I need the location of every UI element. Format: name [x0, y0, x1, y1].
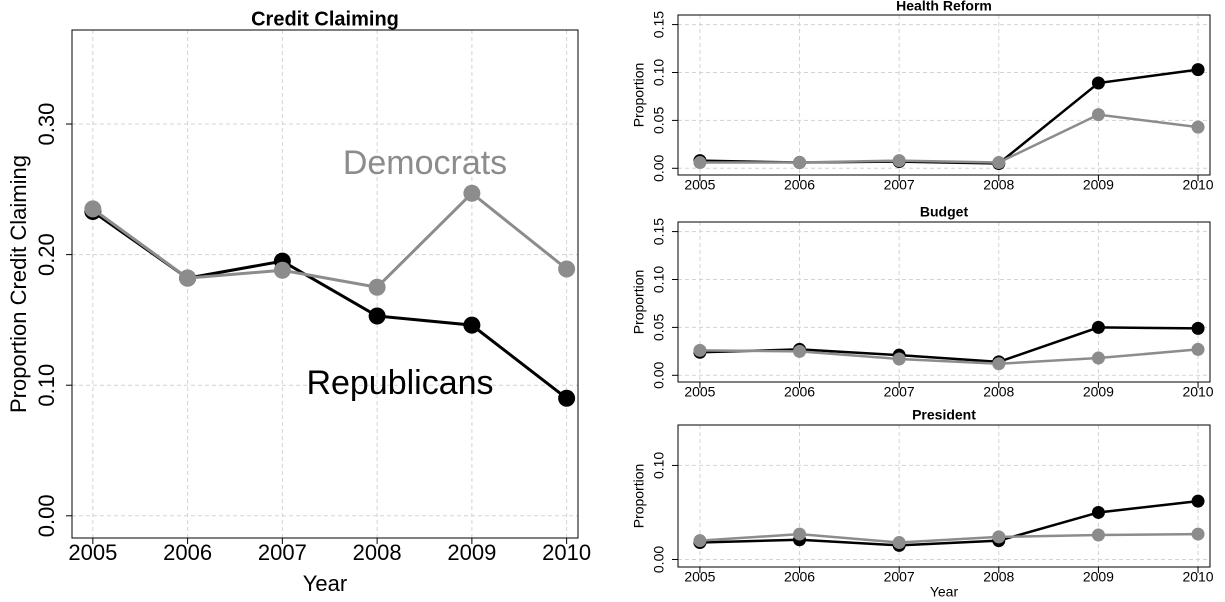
- data-point: [368, 278, 386, 296]
- data-point: [1191, 527, 1205, 541]
- data-point: [992, 156, 1006, 170]
- x-tick-label: 2005: [684, 384, 715, 400]
- data-point: [793, 344, 807, 358]
- y-tick-label: 0.15: [651, 11, 667, 38]
- data-point: [1091, 108, 1105, 122]
- data-point: [368, 307, 386, 325]
- y-tick-label: 0.20: [34, 233, 59, 276]
- x-tick-label: 2007: [884, 569, 915, 585]
- plot-frame: [71, 29, 579, 539]
- y-tick-label: 0.10: [651, 266, 667, 293]
- x-tick-label: 2006: [784, 384, 815, 400]
- series-line: [699, 532, 1199, 544]
- x-tick-label: 2007: [884, 177, 915, 193]
- series-line: [699, 348, 1199, 366]
- x-tick-label: 2008: [983, 177, 1014, 193]
- x-axis-label: Year: [303, 571, 347, 596]
- data-point: [1091, 528, 1105, 542]
- data-point: [463, 184, 481, 202]
- data-point: [793, 527, 807, 541]
- series-label: Republicans: [306, 364, 493, 402]
- data-point: [1091, 351, 1105, 365]
- data-point: [693, 156, 707, 170]
- data-point: [1191, 321, 1205, 335]
- x-tick-label: 2009: [1083, 569, 1114, 585]
- y-tick-label: 0.15: [651, 218, 667, 245]
- y-tick-label: 0.10: [34, 364, 59, 407]
- data-point: [892, 154, 906, 168]
- x-tick-label: 2005: [684, 569, 715, 585]
- chart-title: Budget: [920, 204, 969, 220]
- x-tick-label: 2006: [784, 177, 815, 193]
- y-tick-label: 0.30: [34, 103, 59, 146]
- plot-frame: [677, 14, 1211, 176]
- y-tick-label: 0.00: [651, 154, 667, 181]
- data-point: [1091, 505, 1105, 519]
- y-axis-label: Proportion: [631, 270, 647, 335]
- chart-title: Health Reform: [896, 0, 992, 14]
- data-point: [84, 200, 102, 218]
- x-tick-label: 2005: [684, 177, 715, 193]
- series-line: [699, 326, 1199, 364]
- x-tick-label: 2010: [1182, 384, 1213, 400]
- data-point: [793, 156, 807, 170]
- data-point: [1191, 342, 1205, 356]
- series-label: Democrats: [343, 144, 507, 182]
- series-line: [91, 191, 568, 289]
- y-tick-label: 0.00: [34, 494, 59, 537]
- x-axis-label: Year: [930, 584, 959, 600]
- data-point: [463, 316, 481, 334]
- x-tick-label: 2007: [258, 540, 307, 565]
- y-tick-label: 0.00: [651, 361, 667, 388]
- data-point: [179, 269, 197, 287]
- x-tick-label: 2007: [884, 384, 915, 400]
- x-tick-label: 2006: [163, 540, 212, 565]
- plot-frame: [677, 221, 1211, 383]
- data-point: [992, 530, 1006, 544]
- data-point: [892, 536, 906, 550]
- data-point: [1091, 320, 1105, 334]
- chart-title: President: [912, 407, 976, 423]
- data-point: [558, 389, 576, 407]
- data-point: [1091, 76, 1105, 90]
- x-tick-label: 2008: [983, 384, 1014, 400]
- x-tick-label: 2009: [447, 540, 496, 565]
- data-point: [693, 534, 707, 548]
- data-point: [1191, 120, 1205, 134]
- y-tick-label: 0.10: [651, 59, 667, 86]
- x-tick-label: 2008: [353, 540, 402, 565]
- y-tick-label: 0.10: [651, 452, 667, 479]
- data-point: [1191, 494, 1205, 508]
- x-tick-label: 2010: [1182, 569, 1213, 585]
- x-tick-label: 2010: [1182, 177, 1213, 193]
- plot-frame: [677, 424, 1211, 568]
- series-line: [699, 499, 1199, 547]
- data-point: [1191, 63, 1205, 77]
- y-axis-label: Proportion Credit Claiming: [6, 155, 31, 413]
- data-point: [992, 357, 1006, 371]
- data-point: [273, 261, 291, 279]
- data-point: [558, 260, 576, 278]
- y-tick-label: 0.00: [651, 546, 667, 573]
- data-point: [892, 352, 906, 366]
- chart-title: Credit Claiming: [251, 8, 399, 30]
- data-point: [693, 343, 707, 357]
- y-tick-label: 0.05: [651, 314, 667, 341]
- y-axis-label: Proportion: [631, 63, 647, 128]
- y-axis-label: Proportion: [631, 464, 647, 529]
- x-tick-label: 2009: [1083, 177, 1114, 193]
- x-tick-label: 2009: [1083, 384, 1114, 400]
- series-line: [699, 113, 1199, 164]
- x-tick-label: 2008: [983, 569, 1014, 585]
- x-tick-label: 2005: [68, 540, 117, 565]
- y-tick-label: 0.05: [651, 107, 667, 134]
- x-tick-label: 2010: [542, 540, 591, 565]
- x-tick-label: 2006: [784, 569, 815, 585]
